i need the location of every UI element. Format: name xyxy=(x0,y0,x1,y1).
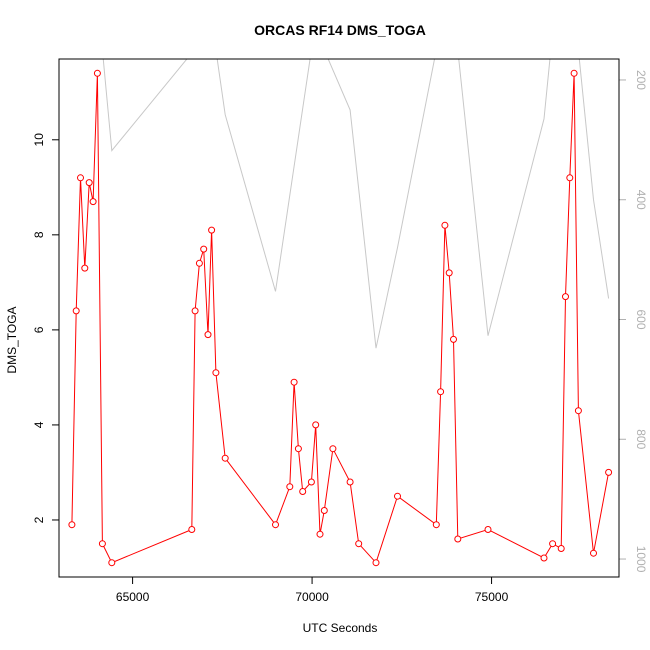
x-axis-label: UTC Seconds xyxy=(303,621,378,635)
y-tick-label: 8 xyxy=(32,231,46,238)
data-point xyxy=(445,269,453,277)
data-point xyxy=(372,559,380,567)
data-point xyxy=(208,226,216,234)
data-point xyxy=(562,293,569,301)
y2-tick-label: 1000 xyxy=(634,546,648,573)
y-tick-label: 2 xyxy=(32,516,46,523)
gray-series-line xyxy=(102,59,610,349)
data-point xyxy=(290,378,298,386)
data-point xyxy=(570,69,578,77)
data-point xyxy=(294,445,302,453)
data-point xyxy=(93,69,101,77)
data-point xyxy=(605,468,613,476)
data-point xyxy=(557,545,565,552)
data-point xyxy=(89,198,97,206)
data-point xyxy=(212,369,220,377)
data-point xyxy=(316,530,324,538)
y2-tick-label: 200 xyxy=(634,70,648,90)
data-point xyxy=(450,335,457,343)
data-point xyxy=(191,307,199,315)
data-point xyxy=(286,483,294,491)
y-tick-label: 6 xyxy=(32,326,46,333)
axes: 65000 70000 75000 2 4 6 8 10 200 400 600 800 1000 xyxy=(32,70,648,604)
data-point xyxy=(549,540,557,548)
data-point xyxy=(77,174,84,182)
plot-frame xyxy=(58,58,620,578)
data-point xyxy=(320,507,328,514)
chart-title: ORCAS RF14 DMS_TOGA xyxy=(254,22,426,38)
red-series xyxy=(68,69,613,567)
data-point xyxy=(441,221,449,229)
data-point xyxy=(68,521,76,529)
data-point xyxy=(394,492,401,500)
data-point xyxy=(484,526,492,533)
data-point xyxy=(72,307,80,315)
data-point xyxy=(299,488,307,495)
data-point xyxy=(329,445,337,453)
x-tick-label: 65000 xyxy=(116,590,150,604)
data-point xyxy=(272,521,279,529)
data-point xyxy=(540,554,548,562)
data-point xyxy=(85,179,93,187)
gray-series xyxy=(102,59,610,349)
data-point xyxy=(312,421,320,429)
data-point xyxy=(307,478,315,486)
data-point xyxy=(108,559,116,567)
data-point xyxy=(188,526,196,533)
data-point xyxy=(432,521,440,529)
x-tick-label: 70000 xyxy=(295,590,329,604)
y2-tick-label: 600 xyxy=(634,309,648,329)
x-tick-label: 75000 xyxy=(475,590,509,604)
data-point xyxy=(200,245,208,253)
data-point xyxy=(204,331,212,339)
y-tick-label: 4 xyxy=(32,421,46,428)
data-point xyxy=(590,549,597,557)
y2-tick-label: 400 xyxy=(634,190,648,210)
data-point xyxy=(98,540,106,548)
data-point xyxy=(221,454,229,462)
data-point xyxy=(81,264,89,272)
y-axis-label: DMS_TOGA xyxy=(5,306,19,373)
data-point xyxy=(437,388,445,396)
data-point xyxy=(566,174,574,182)
data-point xyxy=(195,259,203,267)
data-point xyxy=(355,540,363,548)
data-point xyxy=(346,478,354,486)
data-point xyxy=(454,535,462,543)
y-tick-label: 10 xyxy=(32,133,46,147)
y2-tick-label: 800 xyxy=(634,429,648,449)
data-point xyxy=(574,407,582,415)
